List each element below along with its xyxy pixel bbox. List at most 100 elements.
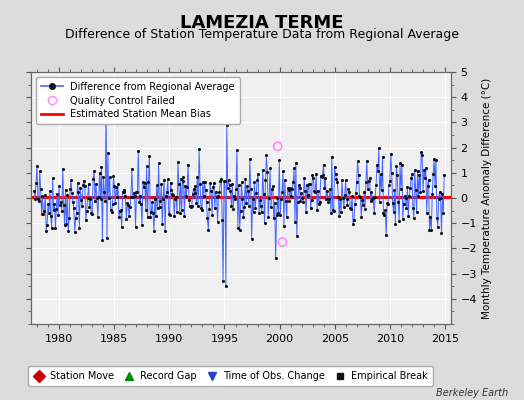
Point: [434, 196, 443, 202]
Point: [292, 159, 300, 166]
Point: [426, 214, 434, 220]
Point: [405, 192, 413, 199]
Point: [243, 183, 251, 189]
Point: [422, 210, 431, 216]
Point: [48, 225, 56, 232]
Point: [105, 195, 113, 202]
Point: [331, 164, 339, 170]
Point: [301, 188, 309, 194]
Point: [399, 216, 407, 222]
Point: [234, 225, 242, 232]
Point: [264, 214, 272, 220]
Point: [52, 206, 60, 212]
Point: [149, 210, 157, 216]
Point: [261, 177, 270, 184]
Point: [151, 196, 159, 202]
Point: [341, 192, 349, 198]
Point: [274, 143, 282, 150]
Point: [83, 195, 92, 201]
Point: [362, 178, 370, 185]
Point: [180, 213, 189, 219]
Point: [102, 99, 110, 106]
Point: [132, 189, 140, 196]
Point: [71, 215, 80, 222]
Point: [211, 205, 219, 211]
Point: [227, 203, 236, 210]
Point: [381, 207, 389, 213]
Point: [173, 209, 181, 216]
Point: [351, 201, 359, 208]
Point: [383, 200, 391, 206]
Point: [382, 232, 390, 239]
Point: [300, 175, 308, 182]
Point: [203, 215, 212, 221]
Point: [278, 239, 287, 245]
Point: [432, 157, 440, 163]
Y-axis label: Monthly Temperature Anomaly Difference (°C): Monthly Temperature Anomaly Difference (…: [483, 77, 493, 319]
Point: [221, 178, 229, 184]
Point: [360, 188, 368, 195]
Point: [290, 165, 298, 172]
Point: [230, 193, 238, 199]
Point: [340, 204, 348, 210]
Point: [353, 179, 361, 185]
Point: [242, 200, 250, 206]
Point: [293, 199, 302, 205]
Point: [385, 182, 393, 188]
Point: [72, 210, 81, 216]
Point: [297, 189, 305, 196]
Point: [168, 191, 177, 197]
Point: [265, 195, 274, 202]
Point: [193, 174, 202, 180]
Point: [115, 214, 123, 220]
Point: [271, 255, 280, 262]
Point: [79, 182, 87, 188]
Point: [361, 206, 369, 212]
Point: [70, 205, 78, 211]
Point: [424, 176, 433, 183]
Point: [224, 177, 233, 183]
Point: [94, 214, 102, 220]
Point: [368, 196, 377, 202]
Point: [148, 198, 156, 205]
Point: [60, 202, 68, 208]
Point: [113, 194, 122, 200]
Point: [285, 186, 293, 193]
Point: [207, 188, 215, 194]
Point: [376, 199, 384, 205]
Point: [35, 198, 43, 204]
Text: Difference of Station Temperature Data from Regional Average: Difference of Station Temperature Data f…: [65, 28, 459, 41]
Point: [345, 189, 354, 196]
Point: [69, 198, 77, 205]
Point: [259, 191, 268, 198]
Point: [249, 209, 258, 215]
Point: [68, 190, 76, 196]
Point: [411, 187, 420, 193]
Point: [433, 224, 442, 230]
Point: [369, 195, 377, 201]
Point: [392, 162, 400, 169]
Point: [189, 186, 198, 192]
Point: [371, 194, 379, 200]
Point: [117, 207, 125, 214]
Point: [42, 228, 50, 234]
Point: [344, 186, 353, 192]
Point: [95, 170, 104, 177]
Point: [65, 214, 73, 221]
Point: [435, 188, 444, 195]
Point: [155, 204, 163, 210]
Point: [288, 186, 297, 192]
Point: [136, 193, 144, 200]
Point: [76, 184, 84, 191]
Point: [167, 180, 175, 186]
Point: [210, 180, 218, 187]
Point: [185, 203, 194, 210]
Point: [319, 162, 328, 168]
Point: [219, 278, 227, 284]
Point: [240, 204, 248, 210]
Point: [138, 222, 146, 228]
Point: [276, 212, 285, 218]
Point: [154, 205, 162, 212]
Point: [266, 165, 274, 172]
Point: [169, 192, 178, 198]
